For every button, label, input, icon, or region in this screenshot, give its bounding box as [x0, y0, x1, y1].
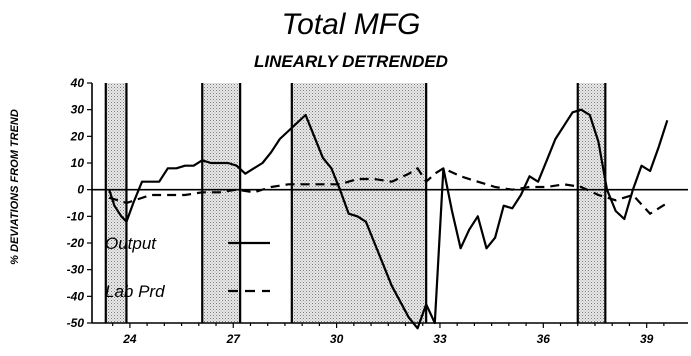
axes — [91, 83, 688, 324]
legend-label-output: Output — [105, 234, 157, 253]
shaded-period-0 — [105, 83, 127, 323]
legend: Output Lab Prd — [105, 234, 270, 301]
x-tick-label-27: 27 — [226, 332, 242, 346]
y-tick-label-20: 20 — [70, 129, 85, 143]
y-tick-label-40: 40 — [70, 76, 85, 90]
y-tick-label--10: -10 — [67, 209, 85, 223]
y-tick-label-30: 30 — [71, 103, 85, 117]
x-tick-label-30: 30 — [330, 332, 344, 346]
x-tick-label-39: 39 — [640, 332, 654, 346]
x-tick-label-24: 24 — [122, 332, 137, 346]
y-tick-label--40: -40 — [67, 289, 85, 303]
y-tick-label--30: -30 — [67, 263, 85, 277]
chart-subtitle: LINEARLY DETRENDED — [254, 52, 448, 71]
series-lines — [108, 108, 669, 330]
legend-label-lab-prd: Lab Prd — [105, 282, 165, 301]
y-axis-label: % DEVIATIONS FROM TREND — [9, 109, 21, 265]
x-tick-label-33: 33 — [433, 332, 447, 346]
series-line-output — [108, 108, 669, 330]
chart-title: Total MFG — [282, 8, 421, 41]
x-ticks: 24 27 30 33 36 39 — [112, 323, 665, 346]
recession-shading — [105, 83, 606, 323]
y-tick-label-10: 10 — [71, 156, 85, 170]
series-line-lab-prd — [108, 167, 668, 215]
y-tick-label--20: -20 — [67, 236, 85, 250]
x-tick-label-36: 36 — [537, 332, 551, 346]
y-ticks: 40 30 20 10 0 -10 -20 -30 -40 -50 — [67, 76, 92, 330]
y-tick-label-0: 0 — [77, 183, 84, 197]
y-tick-label--50: -50 — [67, 316, 85, 330]
shaded-period-1 — [202, 83, 241, 323]
shaded-period-2 — [291, 83, 427, 323]
